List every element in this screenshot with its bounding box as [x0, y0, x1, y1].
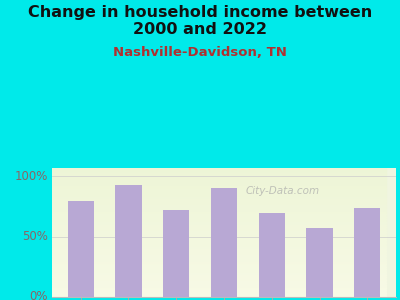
- Bar: [52, 169, 386, 171]
- Bar: [52, 290, 386, 292]
- Bar: [52, 197, 386, 199]
- Bar: [52, 278, 386, 279]
- Bar: [52, 260, 386, 262]
- Bar: [52, 187, 386, 189]
- Bar: [52, 296, 386, 297]
- Bar: [52, 229, 386, 231]
- Bar: [52, 215, 386, 216]
- Bar: [52, 252, 386, 254]
- Bar: [52, 203, 386, 205]
- Text: 2000 and 2022: 2000 and 2022: [133, 22, 267, 38]
- Bar: [52, 236, 386, 237]
- Bar: [52, 184, 386, 186]
- Bar: [52, 195, 386, 197]
- Bar: [52, 210, 386, 212]
- Bar: [52, 208, 386, 210]
- Bar: [354, 208, 380, 297]
- Text: 0%: 0%: [30, 290, 48, 300]
- Bar: [52, 249, 386, 250]
- Bar: [115, 185, 142, 297]
- Bar: [211, 188, 237, 297]
- Bar: [52, 212, 386, 213]
- Bar: [52, 232, 386, 234]
- Bar: [52, 168, 386, 170]
- Bar: [52, 268, 386, 270]
- Bar: [52, 205, 386, 207]
- Bar: [52, 283, 386, 284]
- Bar: [52, 194, 386, 195]
- Bar: [52, 199, 386, 200]
- Bar: [52, 176, 386, 178]
- Bar: [52, 257, 386, 258]
- Bar: [52, 247, 386, 249]
- Bar: [52, 213, 386, 215]
- Bar: [52, 241, 386, 242]
- Bar: [52, 189, 386, 190]
- Bar: [306, 228, 333, 297]
- Bar: [52, 223, 386, 224]
- Bar: [52, 228, 386, 229]
- Bar: [52, 179, 386, 181]
- Bar: [52, 292, 386, 294]
- Bar: [52, 273, 386, 274]
- Bar: [52, 258, 386, 260]
- Bar: [52, 226, 386, 228]
- Bar: [52, 192, 386, 194]
- Bar: [52, 242, 386, 244]
- Bar: [52, 171, 386, 173]
- Bar: [52, 263, 386, 265]
- Bar: [52, 284, 386, 286]
- Text: Change in household income between: Change in household income between: [28, 4, 372, 20]
- Bar: [52, 221, 386, 223]
- Bar: [52, 281, 386, 283]
- Bar: [68, 201, 94, 297]
- Bar: [163, 210, 189, 297]
- Bar: [52, 190, 386, 192]
- Bar: [52, 237, 386, 239]
- Bar: [52, 220, 386, 221]
- Text: Nashville-Davidson, TN: Nashville-Davidson, TN: [113, 46, 287, 59]
- Bar: [52, 276, 386, 278]
- Bar: [52, 262, 386, 263]
- Bar: [52, 250, 386, 252]
- Bar: [52, 216, 386, 218]
- Bar: [52, 289, 386, 290]
- Bar: [52, 294, 386, 296]
- Text: City-Data.com: City-Data.com: [246, 186, 320, 196]
- Bar: [52, 224, 386, 226]
- Bar: [52, 207, 386, 208]
- Bar: [52, 266, 386, 268]
- Bar: [52, 200, 386, 202]
- Bar: [52, 173, 386, 175]
- Bar: [259, 213, 285, 297]
- Bar: [52, 254, 386, 255]
- Bar: [52, 218, 386, 220]
- Bar: [52, 174, 386, 176]
- Text: 100%: 100%: [15, 170, 48, 183]
- Bar: [52, 181, 386, 182]
- Bar: [52, 274, 386, 276]
- Bar: [52, 287, 386, 289]
- Bar: [52, 255, 386, 257]
- Bar: [52, 231, 386, 232]
- Text: 50%: 50%: [22, 230, 48, 243]
- Bar: [52, 244, 386, 245]
- Bar: [52, 279, 386, 281]
- Bar: [52, 178, 386, 179]
- Bar: [52, 265, 386, 266]
- Bar: [52, 239, 386, 241]
- Bar: [52, 202, 386, 203]
- Bar: [52, 286, 386, 287]
- Bar: [52, 271, 386, 273]
- Bar: [52, 245, 386, 247]
- Bar: [52, 270, 386, 271]
- Bar: [52, 186, 386, 187]
- Bar: [52, 182, 386, 184]
- Bar: [52, 234, 386, 236]
